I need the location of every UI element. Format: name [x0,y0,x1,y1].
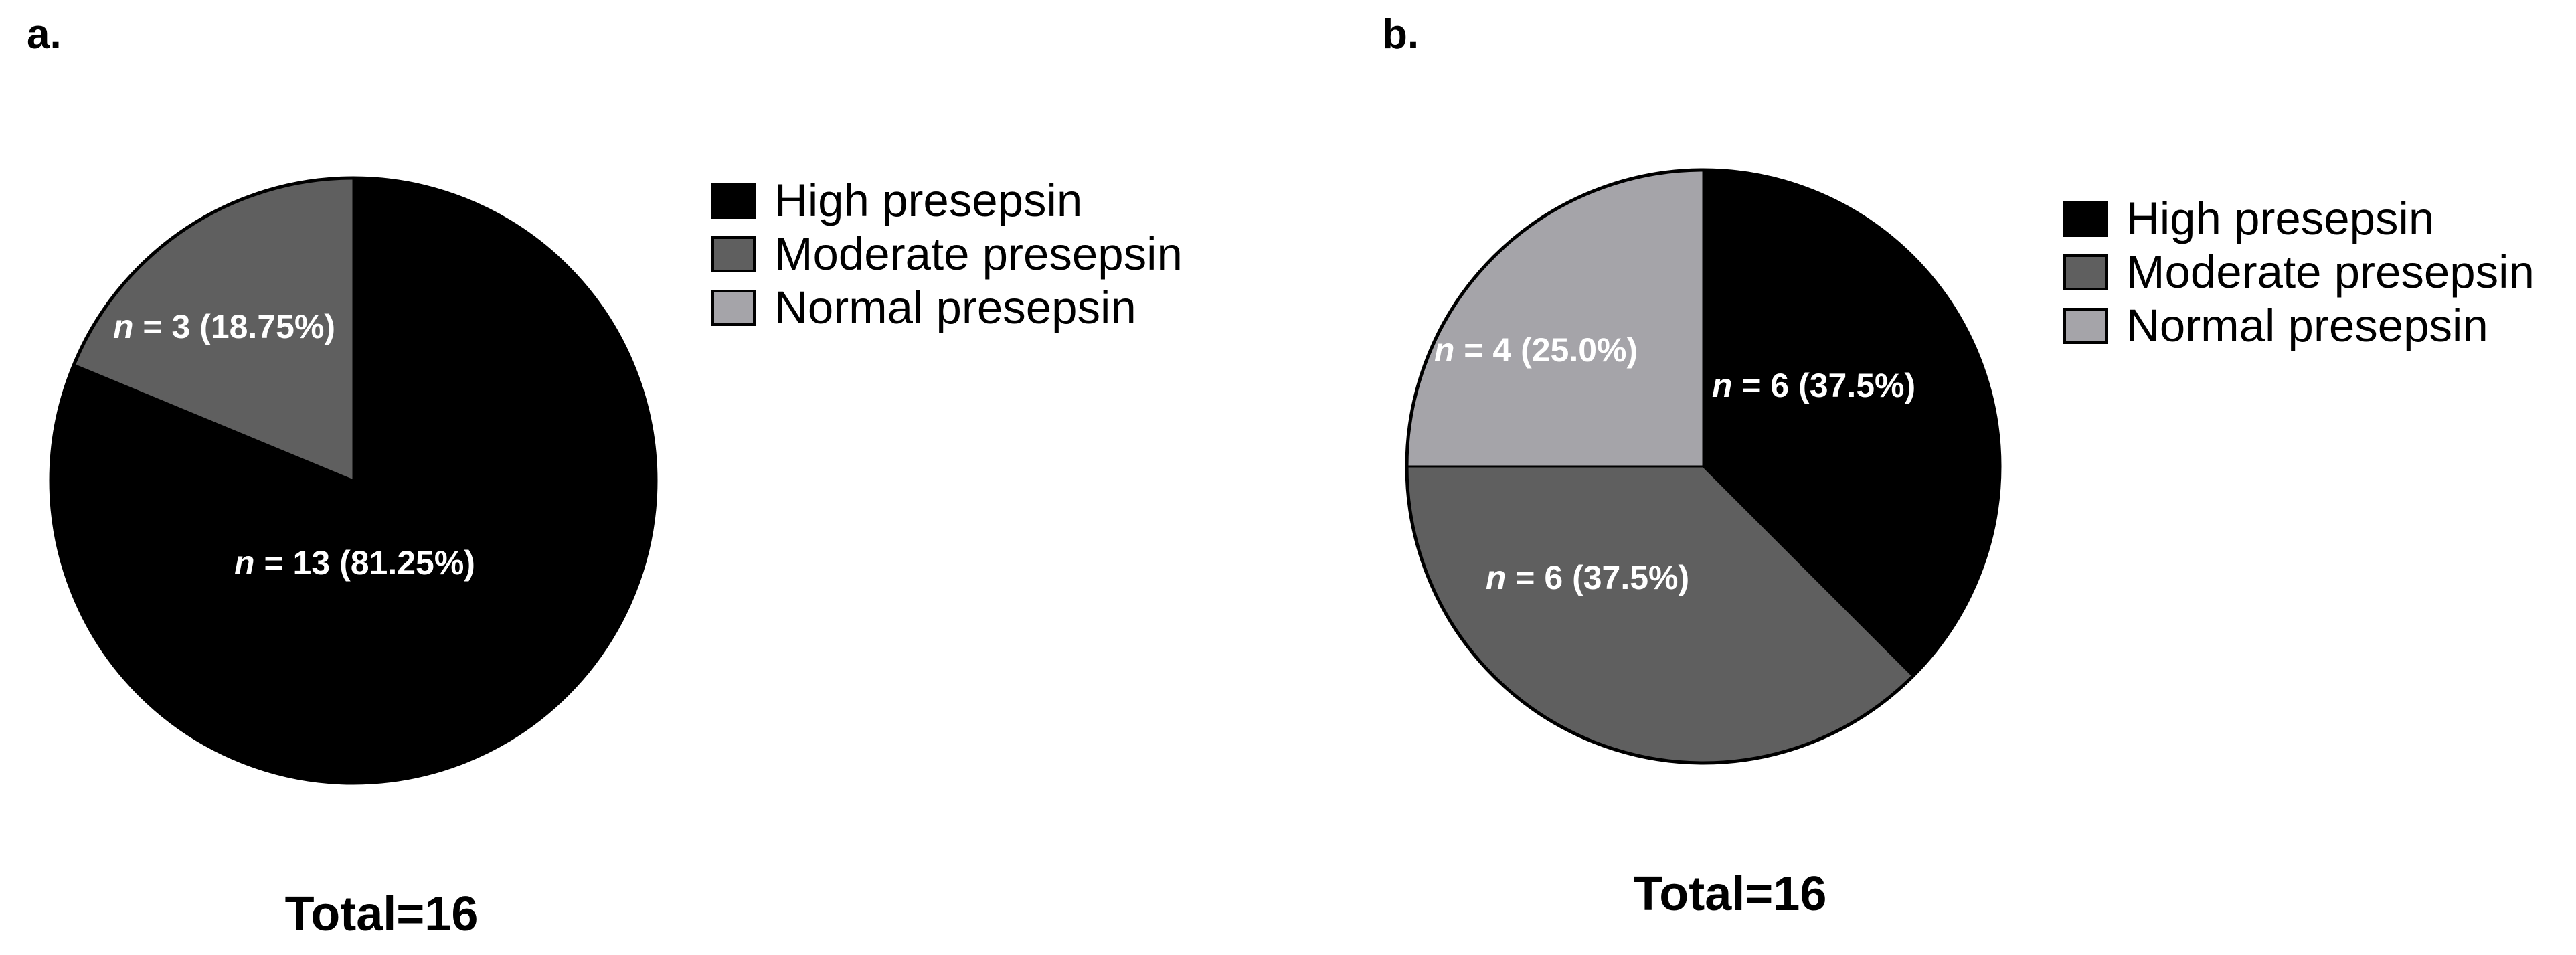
legend-swatch-moderate-presepsin [2063,254,2108,290]
slice-label-value: = 6 (37.5%) [1506,559,1689,596]
slice-label-value: = 13 (81.25%) [255,544,475,582]
slice-label-value: = 4 (25.0%) [1454,331,1638,369]
panel-b: b. n = 6 (37.5%)n = 6 (37.5%)n = 4 (25.0… [1382,11,2535,921]
legend-swatch-high-presepsin [2063,201,2108,237]
slice-label-n: n [1486,559,1507,596]
panel-label-a: a. [27,11,62,58]
slice-data-label: n = 13 (81.25%) [234,544,475,582]
panel-a: a. n = 13 (81.25%)n = 3 (18.75%) High pr… [27,11,1183,941]
slice-data-label: n = 3 (18.75%) [113,308,335,345]
pie-outline [1405,168,2002,765]
slice-label-value: = 6 (37.5%) [1732,367,1915,404]
total-label-b: Total=16 [1634,867,1827,921]
slice-label-n: n [234,544,255,582]
legend-swatch-normal-presepsin [2063,308,2108,344]
legend-label: Normal presepsin [774,282,1136,333]
legend-swatch-normal-presepsin [711,290,756,326]
slice-data-label: n = 4 (25.0%) [1434,331,1638,369]
legend-swatch-moderate-presepsin [711,236,756,272]
legend-label: Moderate presepsin [2126,246,2535,298]
legend-label: Normal presepsin [2126,300,2488,351]
panel-label-b: b. [1382,11,1419,58]
legend-swatch-high-presepsin [711,183,756,219]
slice-data-label: n = 6 (37.5%) [1486,559,1689,596]
legend-label: High presepsin [774,175,1082,226]
slice-label-value: = 3 (18.75%) [133,308,335,345]
slice-label-n: n [1712,367,1733,404]
slice-labels-b: n = 6 (37.5%)n = 6 (37.5%)n = 4 (25.0%) [1434,331,1915,596]
slice-label-n: n [1434,331,1455,369]
pie-outline [49,176,658,785]
slice-data-label: n = 6 (37.5%) [1712,367,1915,404]
legend-label: High presepsin [2126,193,2434,244]
pie-chart-b [1405,168,2002,765]
slice-label-n: n [113,308,134,345]
pie-chart-a [49,176,658,785]
legend-label: Moderate presepsin [774,228,1183,280]
slice-labels-a: n = 13 (81.25%)n = 3 (18.75%) [113,308,475,582]
total-label-a: Total=16 [285,887,479,941]
